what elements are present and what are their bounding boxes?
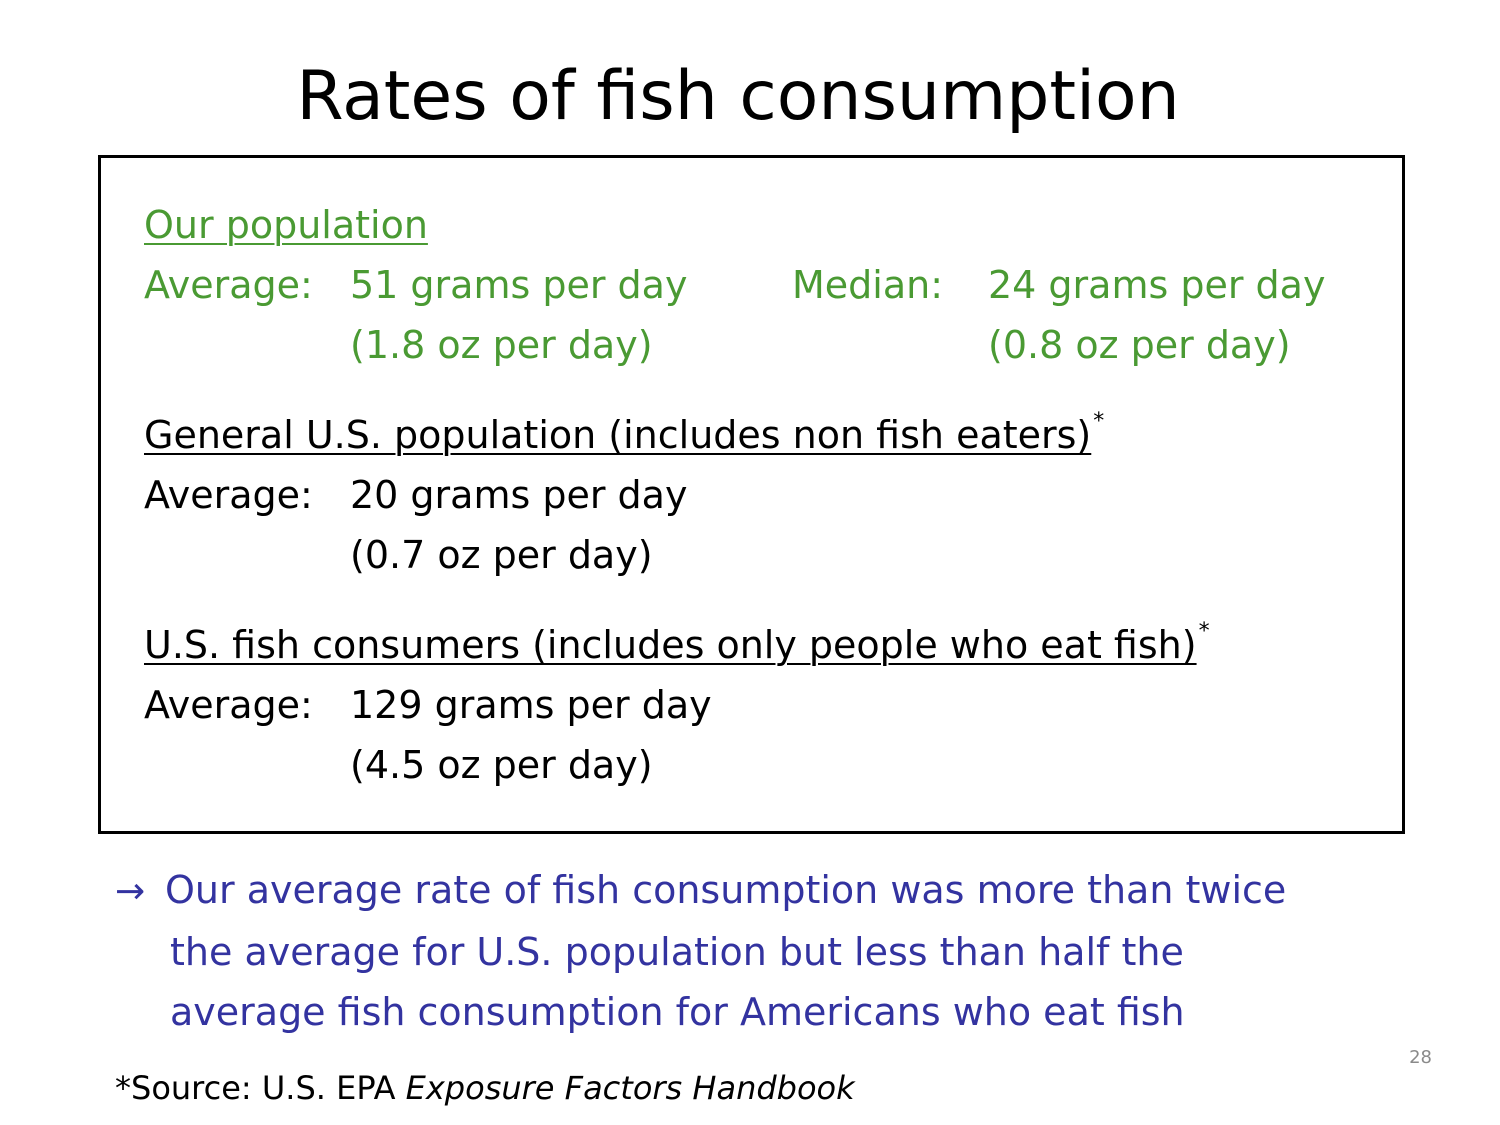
source-citation: *Source: U.S. EPA Exposure Factors Handb… [115, 1066, 855, 1110]
us-fish-consumers-average-grams: 129 grams per day [350, 683, 712, 727]
slide-title: Rates of fish consumption [296, 57, 1180, 136]
conclusion-line-1: → Our average rate of fish consumption wa… [115, 860, 1435, 922]
our-population-heading: Our population [144, 203, 428, 247]
us-fish-consumers-average-label: Average: [144, 683, 313, 727]
us-fish-consumers-heading-row: U.S. fish consumers (includes only peopl… [144, 619, 1210, 677]
general-us-average-label: Average: [144, 473, 313, 517]
our-population-median-oz: (0.8 oz per day) [988, 323, 1291, 367]
source-title: Exposure Factors Handbook [405, 1069, 855, 1107]
our-population-median-label: Median: [792, 263, 944, 307]
general-us-heading: General U.S. population (includes non fi… [144, 413, 1092, 457]
our-population-average-oz: (1.8 oz per day) [350, 323, 653, 367]
source-prefix: *Source: U.S. EPA [115, 1069, 406, 1107]
our-population-average-grams: 51 grams per day [350, 263, 688, 307]
general-us-footnote-mark: * [1093, 409, 1105, 434]
us-fish-consumers-heading: U.S. fish consumers (includes only peopl… [144, 623, 1197, 667]
conclusion-note: → Our average rate of fish consumption wa… [115, 860, 1435, 1042]
general-us-average-oz: (0.7 oz per day) [350, 533, 653, 577]
conclusion-line-2: the average for U.S. population but less… [170, 930, 1184, 974]
consumption-box [98, 155, 1405, 834]
conclusion-line-3: average fish consumption for Americans w… [170, 990, 1185, 1034]
our-population-average-label: Average: [144, 263, 313, 307]
us-fish-consumers-average-oz: (4.5 oz per day) [350, 743, 653, 787]
conclusion-line-1-text: Our average rate of fish consumption was… [165, 868, 1287, 912]
general-us-average-grams: 20 grams per day [350, 473, 688, 517]
general-us-heading-row: General U.S. population (includes non fi… [144, 409, 1105, 467]
us-fish-consumers-footnote-mark: * [1198, 619, 1210, 644]
our-population-median-grams: 24 grams per day [988, 263, 1326, 307]
right-arrow-icon: → [115, 871, 146, 912]
page-number: 28 [1409, 1047, 1432, 1068]
